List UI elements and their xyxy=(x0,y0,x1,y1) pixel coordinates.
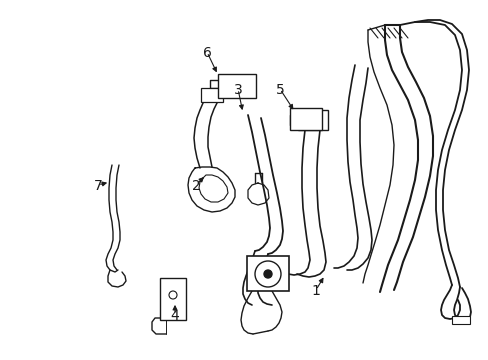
Text: 7: 7 xyxy=(93,179,102,193)
Text: 2: 2 xyxy=(191,179,200,193)
FancyBboxPatch shape xyxy=(289,108,321,130)
FancyBboxPatch shape xyxy=(451,316,469,324)
Text: 4: 4 xyxy=(170,309,179,323)
FancyBboxPatch shape xyxy=(160,278,185,320)
Circle shape xyxy=(264,270,271,278)
FancyBboxPatch shape xyxy=(297,110,327,130)
Text: 5: 5 xyxy=(275,83,284,97)
FancyBboxPatch shape xyxy=(201,88,223,102)
Text: 3: 3 xyxy=(233,83,242,97)
Text: 6: 6 xyxy=(202,46,211,60)
Text: 1: 1 xyxy=(311,284,320,298)
FancyBboxPatch shape xyxy=(218,74,256,98)
FancyBboxPatch shape xyxy=(246,256,288,291)
